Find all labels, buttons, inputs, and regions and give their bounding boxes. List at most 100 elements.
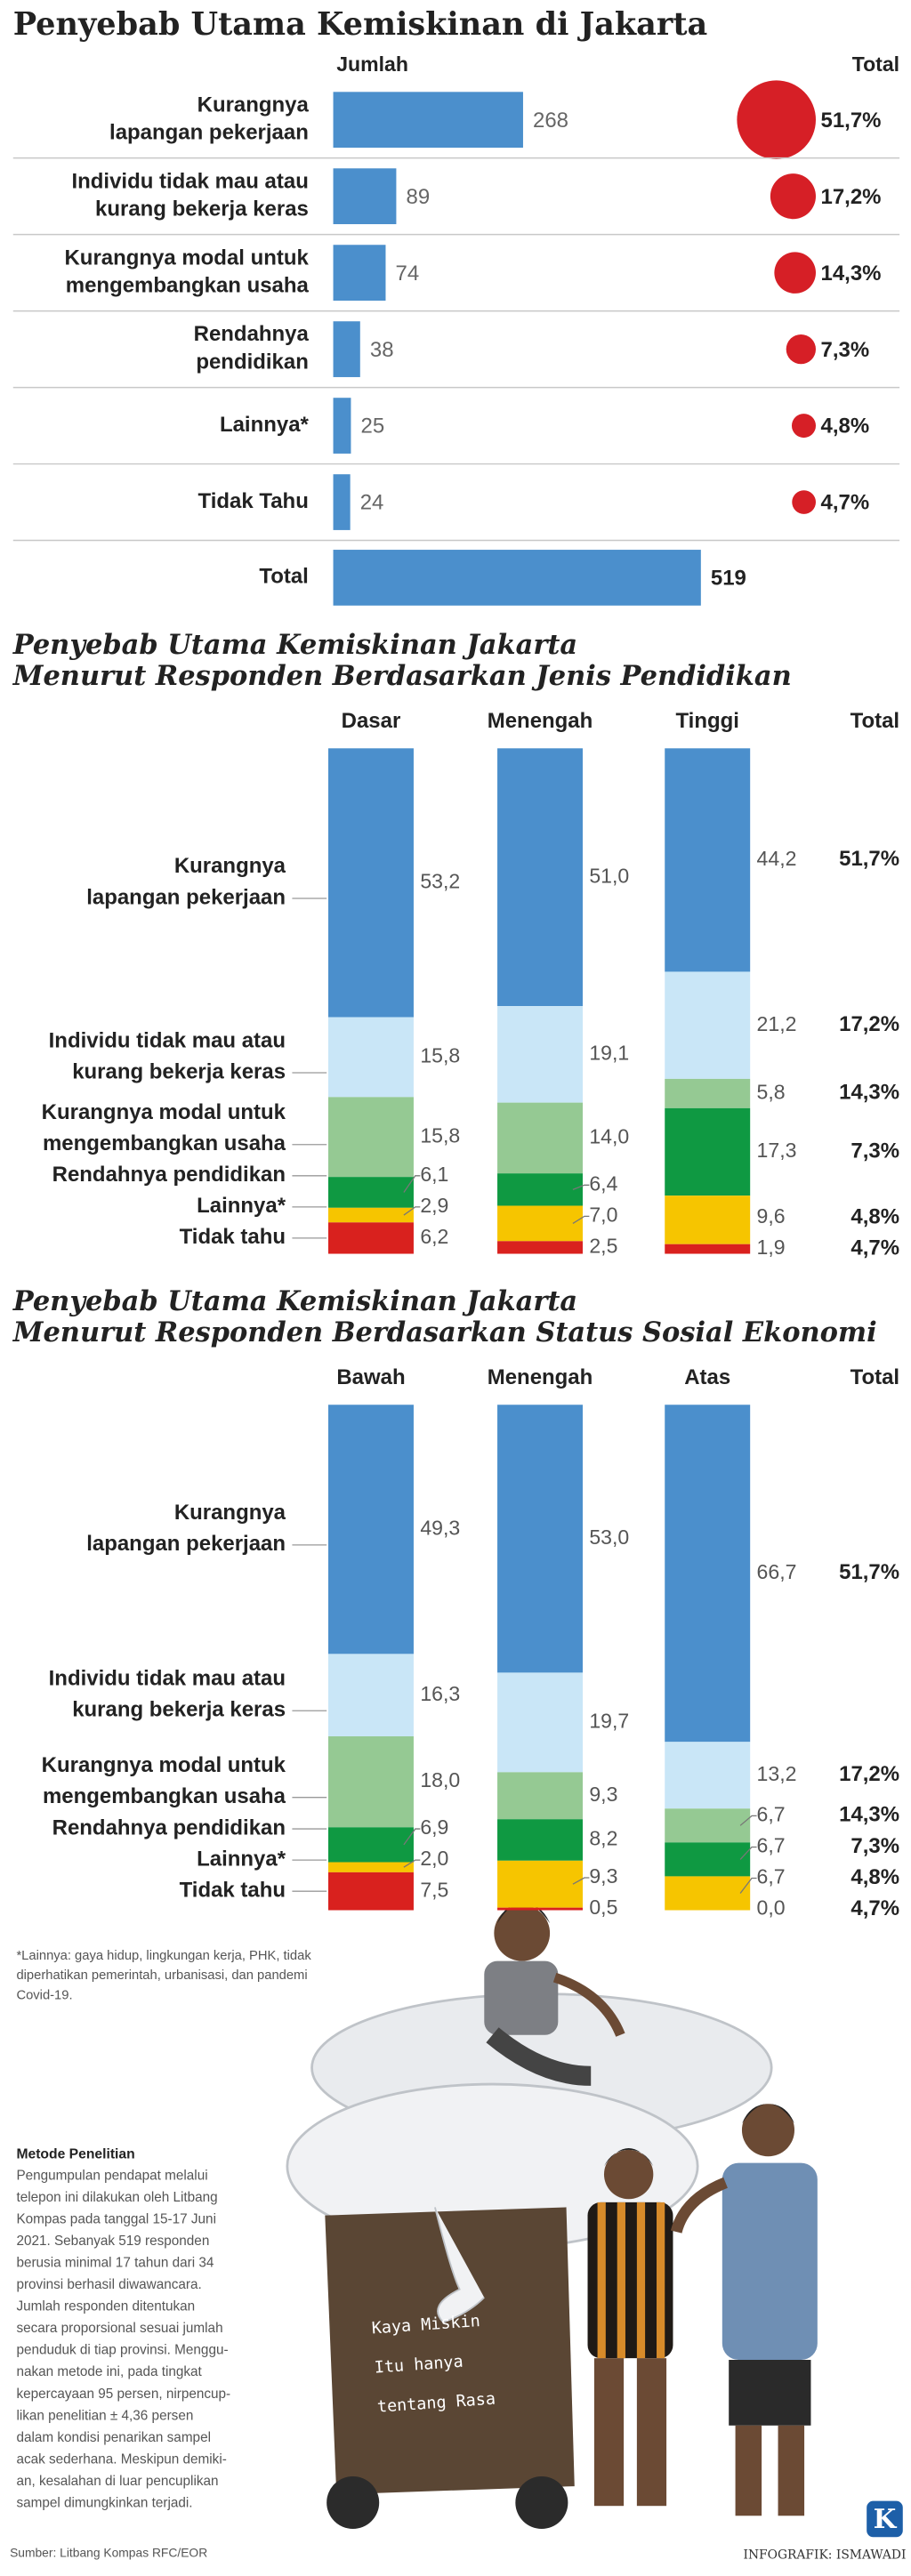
group-header: Dasar: [342, 709, 401, 733]
segment: [665, 1195, 751, 1244]
category-label: Individu tidak mau atau: [71, 169, 308, 193]
column-header: Total: [851, 1365, 899, 1389]
category-label: Kurangnya modal untuk: [42, 1753, 286, 1777]
segment: [665, 1405, 751, 1743]
total-share: 17,2%: [839, 1012, 899, 1036]
segment-label: 21,2: [757, 1012, 797, 1035]
segment-label: 53,2: [420, 870, 460, 893]
footnote: diperhatikan pemerintah, urbanisasi, dan…: [16, 1968, 307, 1983]
segment: [328, 1872, 414, 1911]
segment: [665, 1842, 751, 1877]
category-label: Kurangnya: [174, 854, 286, 878]
share-label: 14,3%: [821, 262, 882, 286]
total-share: 14,3%: [839, 1803, 899, 1827]
chart-subtitle: Menurut Responden Berdasarkan Jenis Pend…: [12, 660, 792, 692]
leader-line: [572, 1877, 590, 1885]
method-line: 2021. Sebanyak 519 responden: [16, 2234, 209, 2249]
chart-title: Penyebab Utama Kemiskinan Jakarta: [12, 629, 577, 661]
segment-label: 6,4: [589, 1171, 617, 1195]
category-label: Lainnya*: [220, 413, 310, 437]
leader-line: [403, 1859, 421, 1868]
value-label: 89: [406, 185, 430, 209]
segment-label: 16,3: [420, 1682, 460, 1705]
column-header: Total: [852, 52, 899, 76]
segment-label: 6,1: [420, 1163, 448, 1186]
category-label: Lainnya*: [197, 1847, 286, 1871]
segment-label: 7,5: [420, 1878, 448, 1901]
segment-label: 2,0: [420, 1847, 448, 1870]
total-label: Total: [259, 565, 308, 589]
method-line: likan penelitian ± 4,36 persen: [16, 2408, 193, 2423]
segment: [497, 748, 583, 1007]
segment: [328, 1097, 414, 1178]
segment: [497, 1405, 583, 1673]
leader-line: [739, 1846, 757, 1860]
share-bubble: [737, 80, 816, 159]
segment: [497, 1173, 583, 1206]
group-header: Bawah: [336, 1365, 405, 1389]
value-label: 74: [396, 262, 420, 286]
category-label: Rendahnya pendidikan: [52, 1163, 286, 1187]
segment: [497, 1907, 583, 1911]
share-bubble: [791, 414, 816, 439]
segment-label: 8,2: [589, 1827, 617, 1850]
method-line: sampel dimungkinkan terjadi.: [16, 2495, 192, 2510]
total-share: 7,3%: [851, 1834, 899, 1858]
category-label: pendidikan: [196, 350, 309, 374]
segment-label: 9,3: [589, 1783, 617, 1806]
group-header: Menengah: [488, 709, 593, 733]
category-label: Tidak Tahu: [198, 489, 309, 513]
group-header: Tinggi: [675, 709, 738, 733]
total-share: 4,8%: [851, 1865, 899, 1889]
total-value: 519: [711, 567, 746, 591]
share-bubble: [774, 252, 816, 294]
share-label: 4,8%: [821, 415, 870, 439]
category-label: lapangan pekerjaan: [86, 1532, 286, 1556]
method-line: Pengumpulan pendapat melalui: [16, 2168, 207, 2183]
method-line: acak sederhana. Meskipun demiki-: [16, 2451, 226, 2467]
category-label: Kurangnya modal untuk: [42, 1100, 286, 1124]
leader-line: [403, 1206, 421, 1216]
leader-line: [739, 1815, 757, 1826]
share-label: 51,7%: [821, 109, 882, 133]
segment: [497, 1241, 583, 1254]
value-label: 38: [370, 338, 394, 362]
segment-label: 7,0: [589, 1203, 617, 1226]
segment: [328, 1177, 414, 1208]
segment-label: 2,5: [589, 1235, 617, 1258]
group-header: Atas: [684, 1365, 730, 1389]
segment: [328, 1736, 414, 1828]
segment-label: 5,8: [757, 1080, 786, 1103]
category-label: mengembangkan usaha: [66, 274, 310, 298]
method-line: penduduk di tiap provinsi. Menggu-: [16, 2343, 228, 2358]
method-line: provinsi berhasil diwawancara.: [16, 2277, 201, 2292]
value-label: 268: [533, 109, 568, 133]
segment-label: 9,6: [757, 1204, 786, 1228]
source: Sumber: Litbang Kompas RFC/EOR: [10, 2545, 207, 2559]
segment: [665, 748, 751, 972]
segment: [328, 1654, 414, 1737]
segment-label: 51,0: [589, 864, 629, 887]
share-label: 7,3%: [821, 338, 870, 362]
segment: [665, 1876, 751, 1911]
segment: [665, 1078, 751, 1108]
method-line: an, kesalahan di luar pencuplikan: [16, 2474, 218, 2489]
category-label: kurang bekerja keras: [95, 197, 309, 221]
total-share: 7,3%: [851, 1139, 899, 1163]
category-label: mengembangkan usaha: [43, 1131, 286, 1155]
group-header: Menengah: [488, 1365, 593, 1389]
bar: [333, 245, 386, 301]
segment: [328, 1222, 414, 1254]
total-share: 51,7%: [839, 1560, 899, 1584]
footnote: *Lainnya: gaya hidup, lingkungan kerja, …: [16, 1949, 311, 1963]
method-line: kepercayaan 95 persen, nirpencup-: [16, 2387, 230, 2402]
segment-label: 13,2: [757, 1762, 797, 1785]
total-share: 4,7%: [851, 1236, 899, 1260]
category-label: Tidak tahu: [180, 1879, 286, 1903]
share-bubble: [792, 490, 816, 514]
segment-label: 0,5: [589, 1896, 617, 1919]
segment-label: 6,7: [757, 1865, 786, 1888]
category-label: kurang bekerja keras: [72, 1059, 286, 1083]
segment: [497, 1006, 583, 1103]
